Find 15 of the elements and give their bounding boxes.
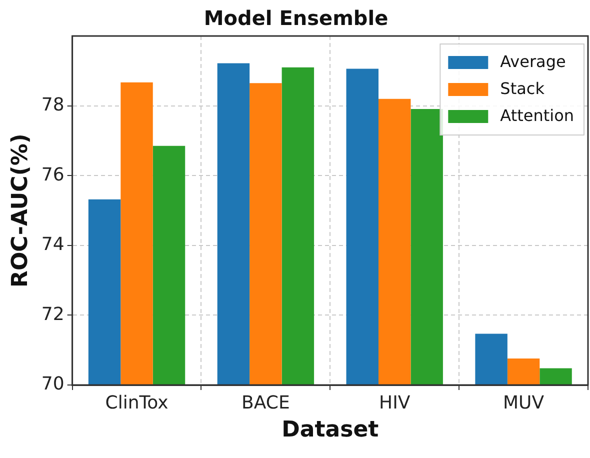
chart-title: Model Ensemble bbox=[204, 6, 388, 30]
legend-label: Stack bbox=[500, 79, 546, 98]
y-tick-label: 74 bbox=[41, 234, 64, 256]
x-tick-label: ClinTox bbox=[105, 392, 169, 414]
y-tick-label: 72 bbox=[41, 304, 64, 325]
legend-label: Average bbox=[500, 52, 566, 72]
y-tick-label: 76 bbox=[41, 164, 64, 186]
y-tick-label: 78 bbox=[41, 94, 64, 116]
y-axis-title: ROC-AUC(%) bbox=[8, 134, 33, 288]
x-tick-label: HIV bbox=[379, 392, 411, 414]
x-tick-label: MUV bbox=[503, 392, 545, 414]
y-tick-label: 70 bbox=[41, 374, 64, 395]
x-tick-label: BACE bbox=[242, 392, 290, 414]
x-axis-title: Dataset bbox=[282, 418, 380, 443]
legend-label: Attention bbox=[500, 106, 574, 126]
